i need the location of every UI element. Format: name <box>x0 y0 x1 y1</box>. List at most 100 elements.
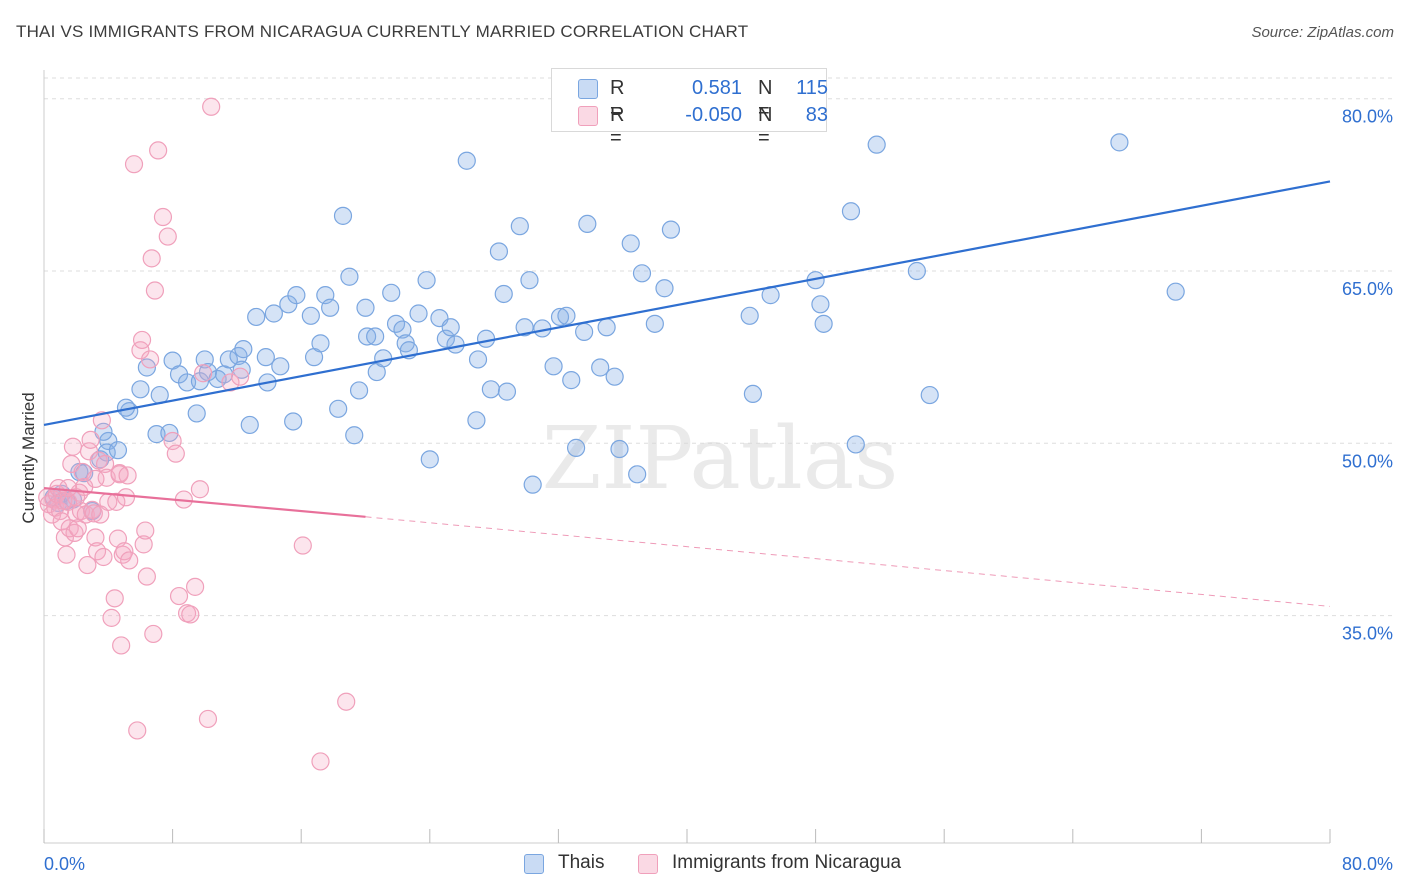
nicaragua-point <box>128 721 147 740</box>
legend-label-nicaragua: Immigrants from Nicaragua <box>672 852 902 873</box>
thais-point <box>846 435 865 454</box>
nicaragua-point <box>153 207 173 227</box>
thais-point <box>566 438 586 457</box>
blue-swatch <box>578 79 598 99</box>
legend-label-thais: Thais <box>558 852 605 873</box>
nicaragua-point <box>63 437 83 456</box>
legend-r-label: R = <box>610 77 625 122</box>
nicaragua-point <box>136 521 155 540</box>
nicaragua-point <box>202 97 221 116</box>
thais-points <box>44 133 1185 521</box>
axis-labels: 35.0% 50.0% 65.0% 80.0% 0.0% 80.0% Currently M… <box>19 107 1393 874</box>
nicaragua-point <box>181 605 200 624</box>
nicaragua-point <box>118 466 137 485</box>
thais-point <box>457 151 476 170</box>
thais-point <box>94 422 113 441</box>
thais-point <box>311 334 330 353</box>
thais-point <box>575 322 594 341</box>
thais-point <box>523 475 542 494</box>
correlation-legend: R = 0.581 N = 115 R = -0.050 N = 83 <box>551 68 828 149</box>
nicaragua-trend-extension <box>365 516 1331 607</box>
nicaragua-point <box>116 488 136 507</box>
thais-point <box>661 220 681 239</box>
nicaragua-points <box>38 97 356 771</box>
nicaragua-point <box>142 249 161 268</box>
nicaragua-point <box>140 350 160 369</box>
thais-point <box>605 367 624 386</box>
nicaragua-point <box>81 430 100 449</box>
thais-point <box>597 318 616 337</box>
nicaragua-point <box>198 709 218 729</box>
nicaragua-point <box>293 536 312 555</box>
thais-point <box>610 439 629 459</box>
pink-swatch <box>638 854 658 874</box>
nicaragua-point <box>78 555 97 575</box>
thais-point <box>446 335 465 354</box>
nicaragua-point <box>169 586 189 606</box>
nicaragua-point <box>79 442 99 461</box>
legend-r-value: 0.581 <box>691 77 742 99</box>
nicaragua-point <box>221 373 240 392</box>
thais-point <box>345 426 364 445</box>
y-tick-label: 50.0% <box>1342 451 1393 471</box>
y-tick-label: 65.0% <box>1342 279 1393 299</box>
thais-point <box>301 306 320 325</box>
nicaragua-point <box>59 478 78 498</box>
thais-point <box>147 425 166 444</box>
thais-point <box>814 314 833 333</box>
legend-r-label: R = <box>610 104 625 149</box>
nicaragua-point <box>194 364 213 383</box>
y-tick-label: 80.0% <box>1342 107 1393 127</box>
legend-n-label: N = <box>758 77 773 122</box>
thais-point <box>1166 282 1185 301</box>
thais-point <box>562 371 581 390</box>
nicaragua-point <box>92 411 111 430</box>
thais-point <box>234 340 253 359</box>
thais-point <box>920 385 939 405</box>
nicaragua-point <box>57 545 76 564</box>
nicaragua-point <box>137 567 156 586</box>
thais-point <box>907 261 926 281</box>
nicaragua-point <box>94 547 113 567</box>
thais-point <box>108 441 128 460</box>
thais-point <box>497 382 517 401</box>
source-label: Source: ZipAtlas.com <box>1251 24 1394 41</box>
thais-point <box>481 380 500 399</box>
legend-n-value: 115 <box>796 77 828 99</box>
thais-point <box>743 384 763 404</box>
thais-point <box>99 431 118 451</box>
thais-point <box>441 318 460 337</box>
thais-point <box>349 381 369 400</box>
nicaragua-point <box>149 141 168 160</box>
thais-point <box>264 304 283 323</box>
thais-point <box>329 399 348 418</box>
thais-point <box>515 318 534 337</box>
chart-title: THAI VS IMMIGRANTS FROM NICARAGUA CURREN… <box>16 22 749 41</box>
y-tick-label: 35.0% <box>1342 624 1393 644</box>
thais-point <box>544 357 563 376</box>
nicaragua-point <box>102 608 121 627</box>
thais-point <box>841 202 861 221</box>
thais-point <box>867 135 886 154</box>
x-tick-label: 80.0% <box>1342 854 1393 874</box>
thais-point <box>333 206 353 225</box>
axes <box>43 70 1331 844</box>
thais-point <box>489 242 509 261</box>
thais-point <box>520 271 539 290</box>
thais-point <box>645 314 664 333</box>
thais-point <box>321 298 340 317</box>
thais-point <box>284 412 303 431</box>
watermark: ZIPatlas <box>542 409 898 509</box>
thais-point <box>131 380 150 399</box>
thais-trend-line <box>43 180 1331 426</box>
nicaragua-point <box>190 480 210 499</box>
thais-point <box>1110 133 1129 152</box>
nicaragua-point <box>86 528 105 547</box>
nicaragua-point <box>115 542 134 561</box>
blue-swatch <box>524 854 544 874</box>
nicaragua-point <box>134 535 153 554</box>
nicaragua-point <box>144 624 163 644</box>
thais-point <box>219 350 238 369</box>
legend-r-value: -0.050 <box>685 104 742 126</box>
thais-point <box>510 217 529 236</box>
